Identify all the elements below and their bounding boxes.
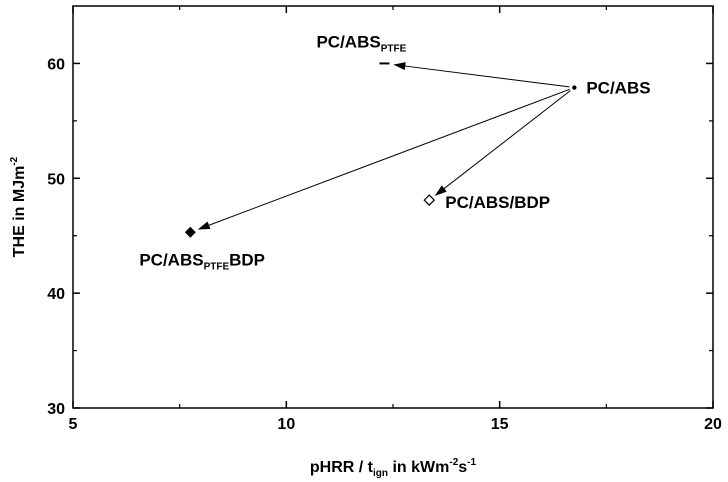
y-axis-title-sup: -2 bbox=[9, 156, 20, 165]
data-points bbox=[184, 62, 577, 238]
x-tick-label: 15 bbox=[491, 416, 509, 433]
point-label-pc-abs-ptfe: PC/ABSPTFE bbox=[316, 32, 406, 54]
arrow-pc-abs-to-pc-abs-ptfe-bdp bbox=[197, 88, 570, 230]
point-label-pc-abs: PC/ABS bbox=[586, 79, 650, 98]
data-point-pc-abs bbox=[572, 85, 577, 90]
x-axis-title-rest: in kWm bbox=[388, 459, 449, 476]
point-label-pc-abs-ptfe-bdp: PC/ABSPTFEBDP bbox=[139, 250, 265, 272]
point-label-main: PC/ABS bbox=[586, 79, 650, 98]
y-tick-label: 30 bbox=[47, 401, 65, 418]
y-axis-title: THE in MJm-2 bbox=[9, 156, 28, 257]
x-axis-title-sub: ign bbox=[373, 468, 388, 479]
x-axis-title-sup1: -2 bbox=[449, 457, 458, 468]
point-label-pc-abs-bdp: PC/ABS/BDP bbox=[445, 193, 550, 212]
x-axis-title-mid: s bbox=[458, 459, 467, 476]
y-tick-label: 60 bbox=[47, 56, 65, 73]
y-tick-label: 50 bbox=[47, 171, 65, 188]
point-label-sub: PTFE bbox=[381, 43, 407, 54]
point-label-main: PC/ABS/BDP bbox=[445, 193, 550, 212]
data-point-pc-abs-ptfe-bdp bbox=[184, 226, 196, 238]
axis-ticks: 5 10 15 20 30 40 50 60 bbox=[47, 6, 722, 433]
y-axis-title-main: THE in MJm bbox=[11, 166, 28, 258]
x-axis-title: pHRR / tign in kWm-2s-1 bbox=[310, 457, 477, 479]
point-label-sub: PTFE bbox=[204, 261, 230, 272]
x-tick-label: 5 bbox=[69, 416, 78, 433]
point-label-main: PC/ABS bbox=[316, 32, 380, 51]
x-tick-label: 10 bbox=[277, 416, 295, 433]
point-label-rest: BDP bbox=[229, 250, 265, 269]
x-axis-title-main: pHRR / t bbox=[310, 459, 374, 476]
point-label-main: PC/ABS bbox=[139, 250, 203, 269]
arrows bbox=[197, 62, 571, 230]
plot-frame bbox=[72, 5, 714, 409]
x-tick-label: 20 bbox=[704, 416, 722, 433]
data-point-pc-abs-bdp bbox=[423, 194, 436, 206]
y-tick-label: 40 bbox=[47, 286, 65, 303]
arrow-pc-abs-to-pc-abs-ptfe bbox=[393, 62, 570, 88]
arrow-pc-abs-to-pc-abs-bdp bbox=[434, 90, 571, 196]
x-axis-title-sup2: -1 bbox=[467, 457, 476, 468]
